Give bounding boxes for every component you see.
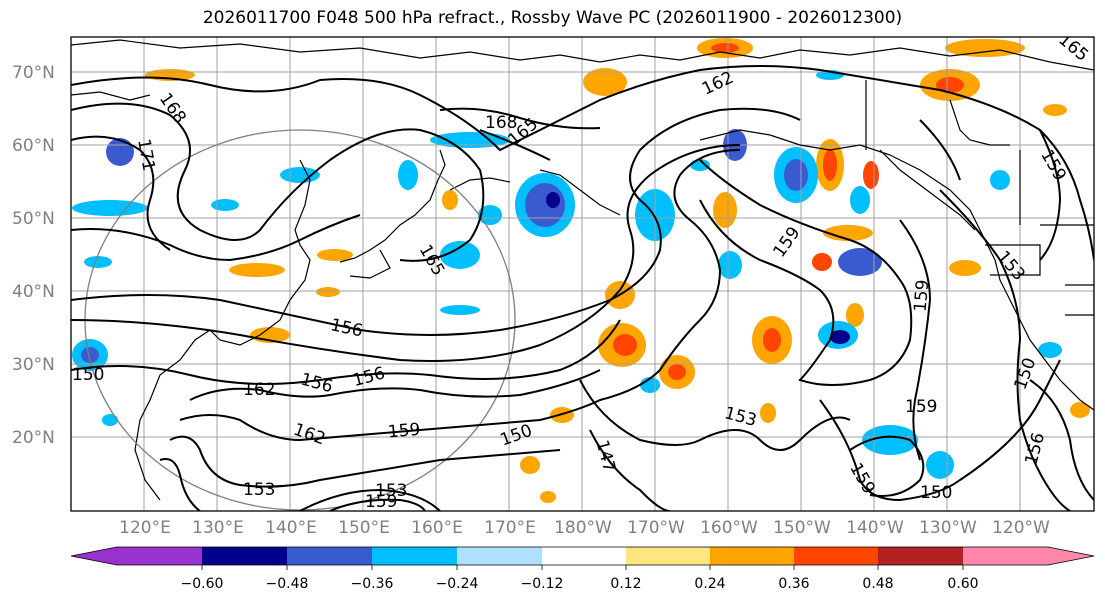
colorbar-tick-label: 0.60 (947, 576, 978, 592)
lat-label-60: 60°N (12, 136, 55, 156)
latitude-labels: 70°N 60°N 50°N 40°N 30°N 20°N (12, 63, 55, 448)
contour-label: 162 (243, 380, 275, 400)
colorbar-tick-label: −0.60 (181, 576, 224, 592)
colorbar-tick-label: −0.12 (521, 576, 564, 592)
lon-label: 140°E (265, 518, 317, 538)
colorbar-seg-5 (457, 547, 542, 565)
contour-label: 159 (365, 492, 397, 512)
lon-label: 180°W (554, 518, 612, 538)
colorbar-outline (70, 546, 1095, 566)
lat-label-50: 50°N (12, 209, 55, 229)
colorbar-seg-11 (963, 547, 1048, 565)
colorbar-tick-label: 0.12 (610, 576, 641, 592)
coastlines (71, 39, 1094, 501)
lon-label: 150°E (338, 518, 390, 538)
lat-label-40: 40°N (12, 282, 55, 302)
map-frame (70, 36, 1095, 512)
contour-label: 153 (243, 480, 275, 500)
colorbar-seg-1 (117, 547, 202, 565)
lon-label: 130°E (192, 518, 244, 538)
colorbar-seg-9 (794, 547, 878, 565)
lon-label: 160°E (411, 518, 463, 538)
contour-label: 159 (387, 420, 421, 443)
lon-label: 170°W (627, 518, 685, 538)
colorbar-seg-3 (287, 547, 372, 565)
contour-label: 150 (72, 365, 104, 385)
refractivity-contours (71, 65, 1094, 511)
colorbar-seg-12 (1048, 547, 1094, 565)
colorbar-tick-label: 0.36 (778, 576, 809, 592)
lat-label-20: 20°N (12, 428, 55, 448)
colorbar-seg-0 (71, 547, 117, 565)
colorbar-tick-label: −0.48 (266, 576, 309, 592)
graticule (71, 37, 1094, 511)
lon-label: 170°E (484, 518, 536, 538)
contour-label: 168 (485, 113, 517, 133)
colorbar-seg-2 (202, 547, 287, 565)
contour-label: 159 (905, 397, 937, 417)
colorbar-tick-label: 0.24 (694, 576, 725, 592)
contour-label: 153 (375, 481, 407, 501)
lon-label: 160°W (700, 518, 758, 538)
colorbar-tick-label: −0.36 (351, 576, 394, 592)
colorbar-seg-8 (710, 547, 794, 565)
colorbar-seg-10 (878, 547, 963, 565)
lon-label: 120°W (992, 518, 1050, 538)
colorbar: −0.60 −0.48 −0.36 −0.24 −0.12 0.12 0.24 … (70, 546, 1095, 592)
lat-label-70: 70°N (12, 63, 55, 83)
longitude-labels: 120°E 130°E 140°E 150°E 160°E 170°E 180°… (119, 518, 1050, 538)
lon-label: 140°W (846, 518, 904, 538)
colorbar-seg-4 (372, 547, 457, 565)
colorbar-seg-7 (626, 547, 710, 565)
lat-label-30: 30°N (12, 355, 55, 375)
colorbar-seg-6 (542, 547, 626, 565)
contour-label: 150 (920, 483, 952, 503)
lon-label: 130°W (919, 518, 977, 538)
anomaly-shading (72, 38, 1090, 503)
lon-label: 120°E (119, 518, 171, 538)
colorbar-tick-label: 0.48 (862, 576, 893, 592)
lon-label: 150°W (773, 518, 831, 538)
contour-label: 159 (911, 279, 934, 313)
colorbar-tick-label: −0.24 (436, 576, 479, 592)
map-title: 2026011700 F048 500 hPa refract., Rossby… (202, 8, 903, 28)
